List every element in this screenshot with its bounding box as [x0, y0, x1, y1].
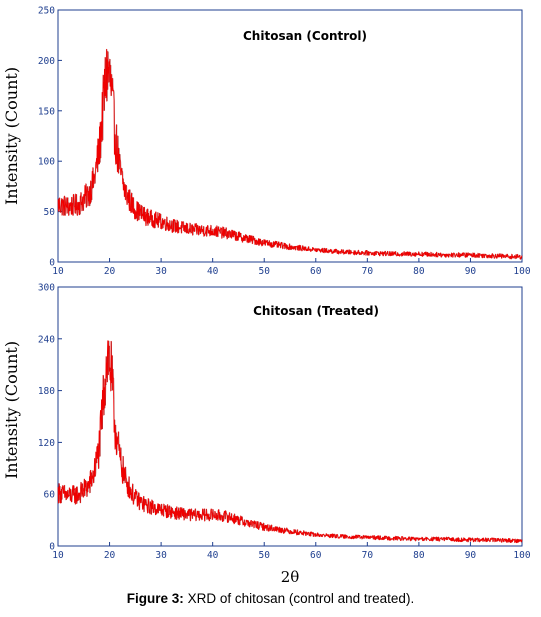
chart-panel-treated: 10 20 30 40 50 60 70 80 90 100 0 60 120 180 240 300 Chit…: [38, 283, 531, 562]
x-tick-label: 70: [362, 266, 374, 277]
x-tick-label: 100: [513, 266, 530, 277]
chart-title: Chitosan (Control): [243, 29, 367, 43]
y-tick-label: 100: [38, 157, 55, 168]
x-tick-label: 10: [52, 266, 64, 277]
x-tick-label: 60: [310, 266, 322, 277]
chart-title: Chitosan (Treated): [253, 304, 379, 318]
figure-caption: Figure 3: XRD of chitosan (control and t…: [0, 591, 541, 606]
y-tick-label: 240: [38, 334, 55, 345]
plot-frame: [57, 286, 523, 547]
x-tick-label: 80: [413, 550, 425, 561]
y-tick-label: 180: [38, 386, 55, 397]
y-axis-label-top: Intensity (Count): [2, 67, 21, 205]
x-tick-label: 100: [513, 550, 530, 561]
x-axis-label: 2θ: [281, 568, 300, 586]
y-tick-label: 60: [44, 490, 56, 501]
x-tick-label: 70: [362, 550, 374, 561]
x-tick-label: 10: [52, 550, 64, 561]
x-tick-label: 20: [104, 550, 116, 561]
y-tick-label: 150: [38, 106, 55, 117]
y-tick-label: 0: [49, 542, 55, 553]
series-line: [57, 48, 523, 260]
y-axis-label-bottom: Intensity (Count): [2, 341, 21, 479]
y-tick-label: 0: [49, 258, 55, 269]
y-tick-label: 300: [38, 283, 55, 294]
x-tick-label: 90: [465, 266, 477, 277]
x-tick-label: 20: [104, 266, 116, 277]
y-tick-label: 200: [38, 56, 55, 67]
series-line: [57, 340, 523, 544]
x-tick-label: 80: [413, 266, 425, 277]
series-line-shadow: [58, 49, 523, 260]
x-tick-label: 30: [155, 266, 167, 277]
x-tick-label: 40: [207, 266, 219, 277]
x-tick-label: 40: [207, 550, 219, 561]
x-tick-label: 50: [258, 266, 270, 277]
x-tick-label: 50: [258, 550, 270, 561]
caption-label: Figure 3:: [126, 591, 184, 606]
y-tick-label: 120: [38, 438, 55, 449]
series-line-shadow: [58, 340, 523, 544]
x-tick-label: 90: [465, 550, 477, 561]
y-tick-label: 250: [38, 6, 55, 17]
plot-frame: [57, 9, 523, 263]
x-tick-label: 30: [155, 550, 167, 561]
x-tick-label: 60: [310, 550, 322, 561]
chart-panel-control: 10 20 30 40 50 60 70 80 90 100 0 50 100 150 200 250 Chit…: [38, 6, 531, 278]
caption-text: XRD of chitosan (control and treated).: [187, 591, 415, 606]
y-tick-label: 50: [44, 207, 56, 218]
